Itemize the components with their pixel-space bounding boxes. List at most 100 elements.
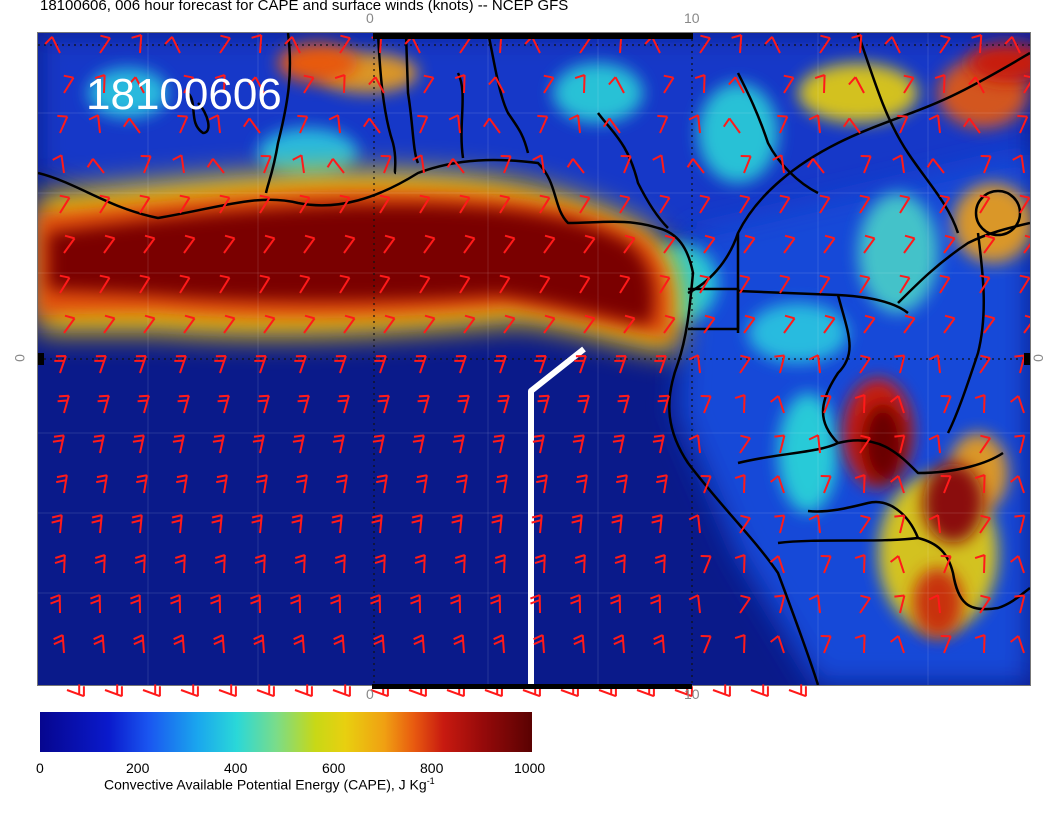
wind-barb bbox=[453, 634, 465, 654]
wind-barb bbox=[263, 314, 276, 334]
wind-barb bbox=[699, 194, 711, 214]
wind-barb bbox=[743, 314, 756, 334]
wind-barb bbox=[889, 555, 905, 574]
wind-barb bbox=[96, 474, 108, 494]
wind-barb bbox=[700, 635, 712, 654]
wind-barb bbox=[214, 554, 226, 574]
wind-barb bbox=[423, 74, 435, 94]
wind-barb bbox=[739, 514, 751, 534]
wind-barb bbox=[503, 234, 516, 254]
wind-barb bbox=[242, 117, 261, 134]
wind-barb bbox=[303, 234, 316, 254]
route-line bbox=[528, 346, 586, 685]
wind-barb bbox=[968, 76, 985, 94]
wind-barb bbox=[44, 36, 61, 54]
wind-barb bbox=[899, 274, 911, 294]
colorbar-tick: 400 bbox=[224, 760, 248, 776]
wind-barb bbox=[699, 34, 711, 54]
wind-barb bbox=[700, 555, 712, 574]
wind-barb bbox=[50, 594, 61, 614]
wind-barb bbox=[459, 194, 471, 214]
wind-barb bbox=[539, 274, 551, 294]
right-tick-0: 0 bbox=[1029, 354, 1046, 362]
wind-barb bbox=[1019, 274, 1030, 294]
wind-barb bbox=[383, 234, 396, 254]
wind-barb bbox=[414, 355, 427, 374]
wind-barb bbox=[172, 434, 185, 454]
wind-barb bbox=[570, 594, 581, 614]
wind-barb bbox=[583, 234, 596, 254]
wind-barb bbox=[894, 514, 906, 534]
wind-barb bbox=[1017, 114, 1029, 134]
wind-barb bbox=[806, 158, 825, 174]
wind-barb bbox=[859, 594, 871, 614]
wind-barb bbox=[854, 634, 866, 654]
wind-barb bbox=[122, 117, 141, 134]
wind-barb bbox=[377, 394, 390, 414]
wind-barb bbox=[216, 474, 228, 494]
wind-barb bbox=[739, 434, 751, 454]
wind-barb bbox=[613, 634, 625, 654]
wind-barb bbox=[859, 194, 871, 214]
wind-barb bbox=[212, 434, 225, 454]
wind-barb bbox=[132, 434, 145, 454]
wind-barb bbox=[530, 594, 541, 614]
wind-barb bbox=[219, 34, 231, 54]
map-panel[interactable]: 18100606 bbox=[37, 32, 1031, 686]
wind-barb bbox=[859, 274, 871, 294]
wind-barb bbox=[819, 274, 831, 294]
wind-barb bbox=[983, 314, 996, 334]
wind-barb bbox=[573, 634, 585, 654]
wind-barb bbox=[373, 634, 385, 654]
wind-barb bbox=[291, 514, 303, 534]
wind-barb bbox=[459, 274, 471, 294]
colorbar-tick: 200 bbox=[126, 760, 150, 776]
wind-barb bbox=[339, 194, 351, 214]
wind-barb bbox=[104, 684, 123, 698]
wind-barb bbox=[177, 394, 190, 414]
wind-barb bbox=[619, 274, 631, 294]
cape-map bbox=[38, 33, 1030, 685]
wind-barb bbox=[371, 514, 383, 534]
wind-barb bbox=[940, 635, 952, 654]
wind-barb bbox=[172, 154, 185, 174]
wind-barb bbox=[493, 634, 505, 654]
wind-barb bbox=[134, 355, 147, 374]
wind-barb bbox=[57, 394, 70, 414]
wind-barb bbox=[854, 394, 866, 414]
wind-barb bbox=[657, 394, 670, 414]
wind-barb bbox=[456, 474, 468, 494]
wind-barb bbox=[889, 475, 905, 494]
wind-barb bbox=[177, 114, 189, 134]
wind-barb bbox=[979, 434, 991, 454]
wind-barb bbox=[171, 514, 183, 534]
wind-barb bbox=[454, 74, 466, 94]
wind-barb bbox=[602, 117, 621, 134]
wind-barb bbox=[739, 194, 751, 214]
wind-barb bbox=[574, 554, 586, 574]
wind-barb bbox=[583, 314, 596, 334]
wind-barb bbox=[90, 594, 101, 614]
wind-barb bbox=[343, 234, 356, 254]
wind-barb bbox=[979, 594, 991, 614]
wind-barb bbox=[414, 554, 426, 574]
wind-barb bbox=[303, 314, 316, 334]
wind-barb bbox=[859, 354, 871, 374]
wind-barb bbox=[783, 234, 796, 254]
wind-barb bbox=[1014, 354, 1026, 374]
wind-barb bbox=[253, 634, 265, 654]
wind-barb bbox=[130, 594, 141, 614]
wind-barb bbox=[1023, 314, 1030, 334]
wind-barb bbox=[889, 395, 905, 414]
wind-barb bbox=[59, 194, 71, 214]
wind-barb bbox=[1014, 434, 1026, 454]
wind-barb bbox=[859, 514, 871, 534]
wind-barb bbox=[463, 234, 476, 254]
colorbar-label: Convective Available Potential Energy (C… bbox=[104, 776, 435, 793]
wind-barb bbox=[332, 684, 351, 698]
wind-barb bbox=[614, 355, 627, 374]
wind-barb bbox=[903, 234, 916, 254]
wind-barb bbox=[143, 314, 156, 334]
wind-barb bbox=[851, 34, 863, 54]
wind-barb bbox=[688, 514, 701, 534]
